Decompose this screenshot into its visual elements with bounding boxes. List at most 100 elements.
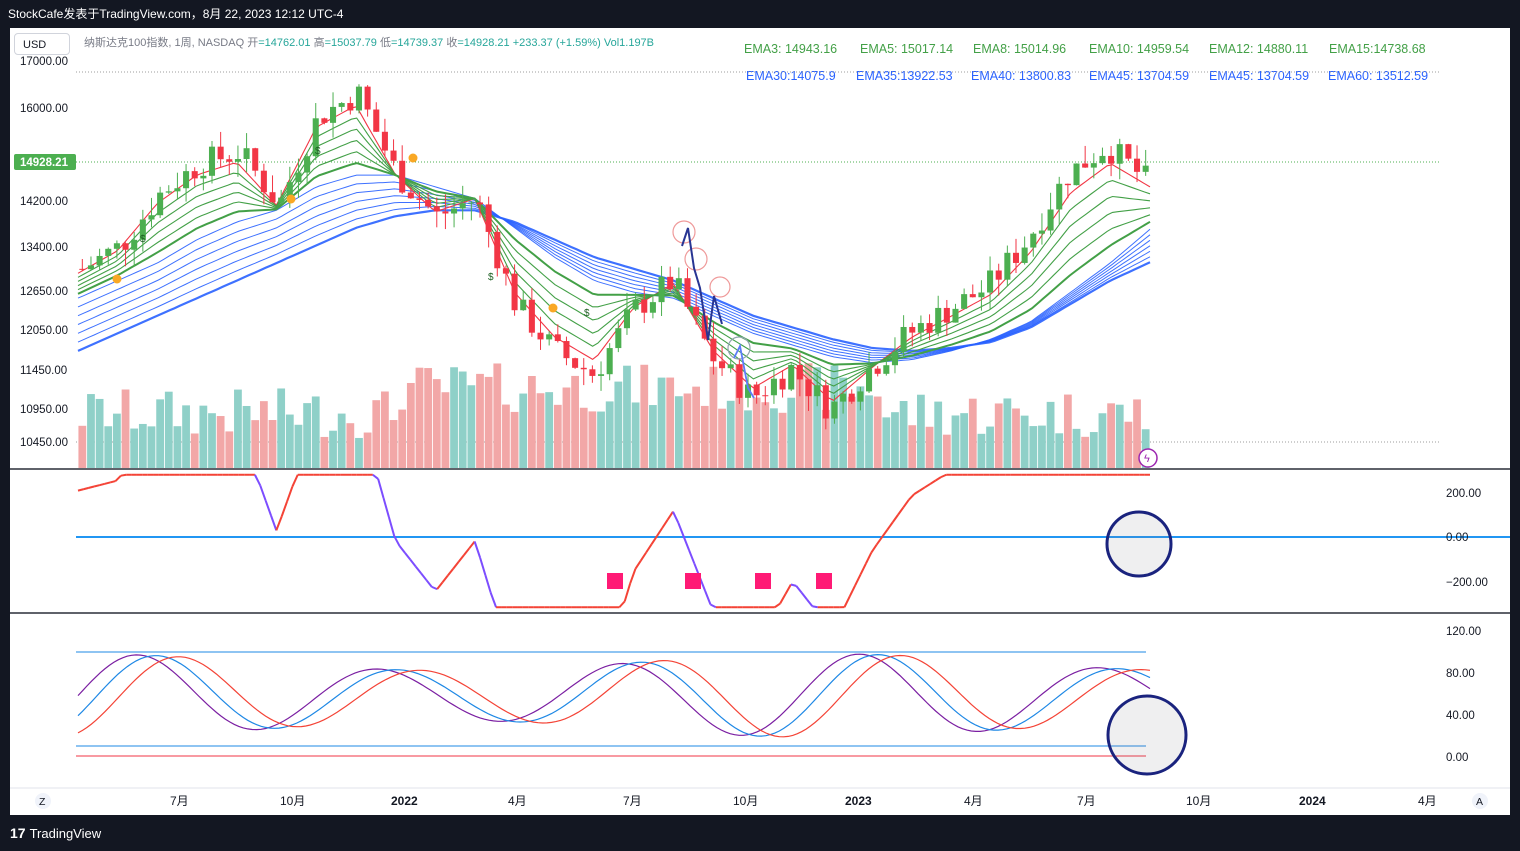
volume-bar bbox=[588, 411, 597, 468]
volume-bar bbox=[614, 381, 623, 468]
osc1-segment bbox=[441, 574, 449, 583]
fast-ema-line bbox=[77, 106, 1151, 401]
volume-bar bbox=[450, 367, 458, 468]
osc1-segment bbox=[473, 541, 481, 558]
time-tick: 4月 bbox=[508, 794, 527, 808]
candle-body bbox=[598, 374, 605, 376]
osc-tick: 0.00 bbox=[1446, 752, 1468, 764]
osc1-segment bbox=[891, 514, 899, 523]
zoom-reset-button[interactable] bbox=[35, 793, 51, 809]
osc1-segment bbox=[382, 497, 390, 518]
volume-bar bbox=[934, 401, 943, 468]
osc1-segment bbox=[409, 559, 417, 568]
candle-body bbox=[381, 131, 388, 151]
drawn-path bbox=[733, 343, 755, 399]
price-axis[interactable]: 17000.00 16000.00 14200.00 13400.00 1265… bbox=[20, 56, 68, 449]
candle-body bbox=[943, 307, 950, 323]
volume-bar bbox=[649, 405, 657, 468]
volume-bar bbox=[268, 420, 277, 468]
marker-circle bbox=[727, 336, 751, 360]
osc-tick: 0.00 bbox=[1446, 532, 1468, 544]
candle-body bbox=[139, 219, 146, 240]
candle-body bbox=[1099, 155, 1106, 164]
volume-bar bbox=[795, 369, 804, 468]
candle-body bbox=[727, 364, 734, 369]
volume-bar bbox=[770, 408, 778, 468]
osc1-segment bbox=[902, 499, 910, 508]
volume-bar bbox=[294, 424, 303, 468]
time-axis[interactable]: 7月 10月 2022 4月 7月 10月 2023 4月 7月 10月 202… bbox=[170, 794, 1437, 808]
volume-bar bbox=[441, 392, 450, 468]
osc1-segment bbox=[393, 535, 401, 547]
volume-bar bbox=[458, 371, 467, 468]
time-tick: 2024 bbox=[1299, 794, 1326, 808]
candle-body bbox=[252, 148, 259, 171]
osc1-segment bbox=[913, 489, 921, 495]
osc1-segment bbox=[457, 554, 465, 563]
candle-body bbox=[87, 265, 94, 270]
drawn-path bbox=[681, 227, 723, 341]
candle-body bbox=[632, 299, 639, 310]
candle-body bbox=[1030, 233, 1037, 248]
candle-body bbox=[701, 315, 708, 339]
candle-body bbox=[1073, 163, 1080, 186]
candle-body bbox=[1021, 247, 1028, 263]
candle-body bbox=[641, 299, 648, 313]
lightning-icon[interactable] bbox=[1138, 448, 1158, 468]
candle-body bbox=[987, 270, 994, 293]
volume-bar bbox=[190, 433, 199, 468]
volume-bar bbox=[121, 389, 130, 468]
candle-body bbox=[433, 206, 440, 212]
volume-bar bbox=[692, 386, 701, 468]
smiley-icon bbox=[408, 153, 418, 163]
osc1-segment bbox=[420, 572, 428, 581]
currency-button[interactable]: USD bbox=[14, 33, 70, 55]
osc1-segment bbox=[886, 521, 894, 531]
osc1-segment bbox=[270, 515, 278, 531]
candle-body bbox=[658, 276, 665, 303]
osc1-segment bbox=[784, 584, 792, 595]
osc2-axis: 120.00 80.00 40.00 0.00 bbox=[1446, 626, 1481, 764]
osc1-segment bbox=[253, 474, 262, 486]
candle-body bbox=[753, 384, 760, 396]
candle-body bbox=[174, 188, 181, 192]
chart-canvas[interactable]: USD 纳斯达克100指数, 1周, NASDAQ 开=14762.01 高=1… bbox=[10, 28, 1510, 815]
osc2-slow-line bbox=[77, 654, 1151, 738]
fast-ema-ribbon bbox=[77, 106, 1151, 401]
candle-body bbox=[874, 368, 881, 374]
candle-body bbox=[814, 385, 821, 397]
candle-body bbox=[848, 393, 855, 402]
osc1-segment bbox=[908, 493, 915, 501]
auto-scale-button[interactable] bbox=[1472, 793, 1488, 809]
candle-body bbox=[234, 159, 241, 162]
candle-body bbox=[200, 175, 207, 179]
osc1-segment bbox=[929, 479, 937, 485]
volume-bar bbox=[138, 423, 147, 468]
volume-bar bbox=[657, 377, 666, 468]
ema-label: EMA5: 15017.14 bbox=[860, 42, 954, 56]
volume-bar bbox=[156, 399, 165, 468]
candle-body bbox=[407, 192, 414, 199]
osc1-segment bbox=[280, 501, 288, 517]
ema-label: EMA30:14075.9 bbox=[746, 69, 836, 83]
volume-bar bbox=[960, 413, 969, 468]
price-tick: 12050.00 bbox=[20, 325, 68, 337]
highlight-circle bbox=[1105, 510, 1173, 578]
osc1-segment bbox=[291, 474, 299, 487]
volume-bar bbox=[899, 401, 908, 468]
chart-svg[interactable]: $ $ $ $ ϟ 17000.00 16000.00 14200.00 134… bbox=[10, 28, 1510, 815]
candle-body bbox=[347, 103, 354, 111]
volume-bar bbox=[1089, 432, 1098, 468]
fast-ema-line bbox=[77, 140, 1151, 380]
volume-bar bbox=[95, 398, 104, 468]
osc1-segment bbox=[688, 549, 696, 565]
candle-body bbox=[399, 160, 406, 193]
volume-bar bbox=[1038, 425, 1046, 468]
volume-bar bbox=[1012, 408, 1020, 468]
candle-body bbox=[295, 172, 302, 183]
candle-body bbox=[917, 323, 924, 333]
symbol-label: 纳斯达克100指数, 1周, NASDAQ bbox=[84, 37, 245, 49]
candle-body bbox=[935, 307, 942, 333]
tradingview-logo[interactable]: 17 TradingView bbox=[10, 825, 101, 841]
candle-body bbox=[831, 401, 838, 419]
